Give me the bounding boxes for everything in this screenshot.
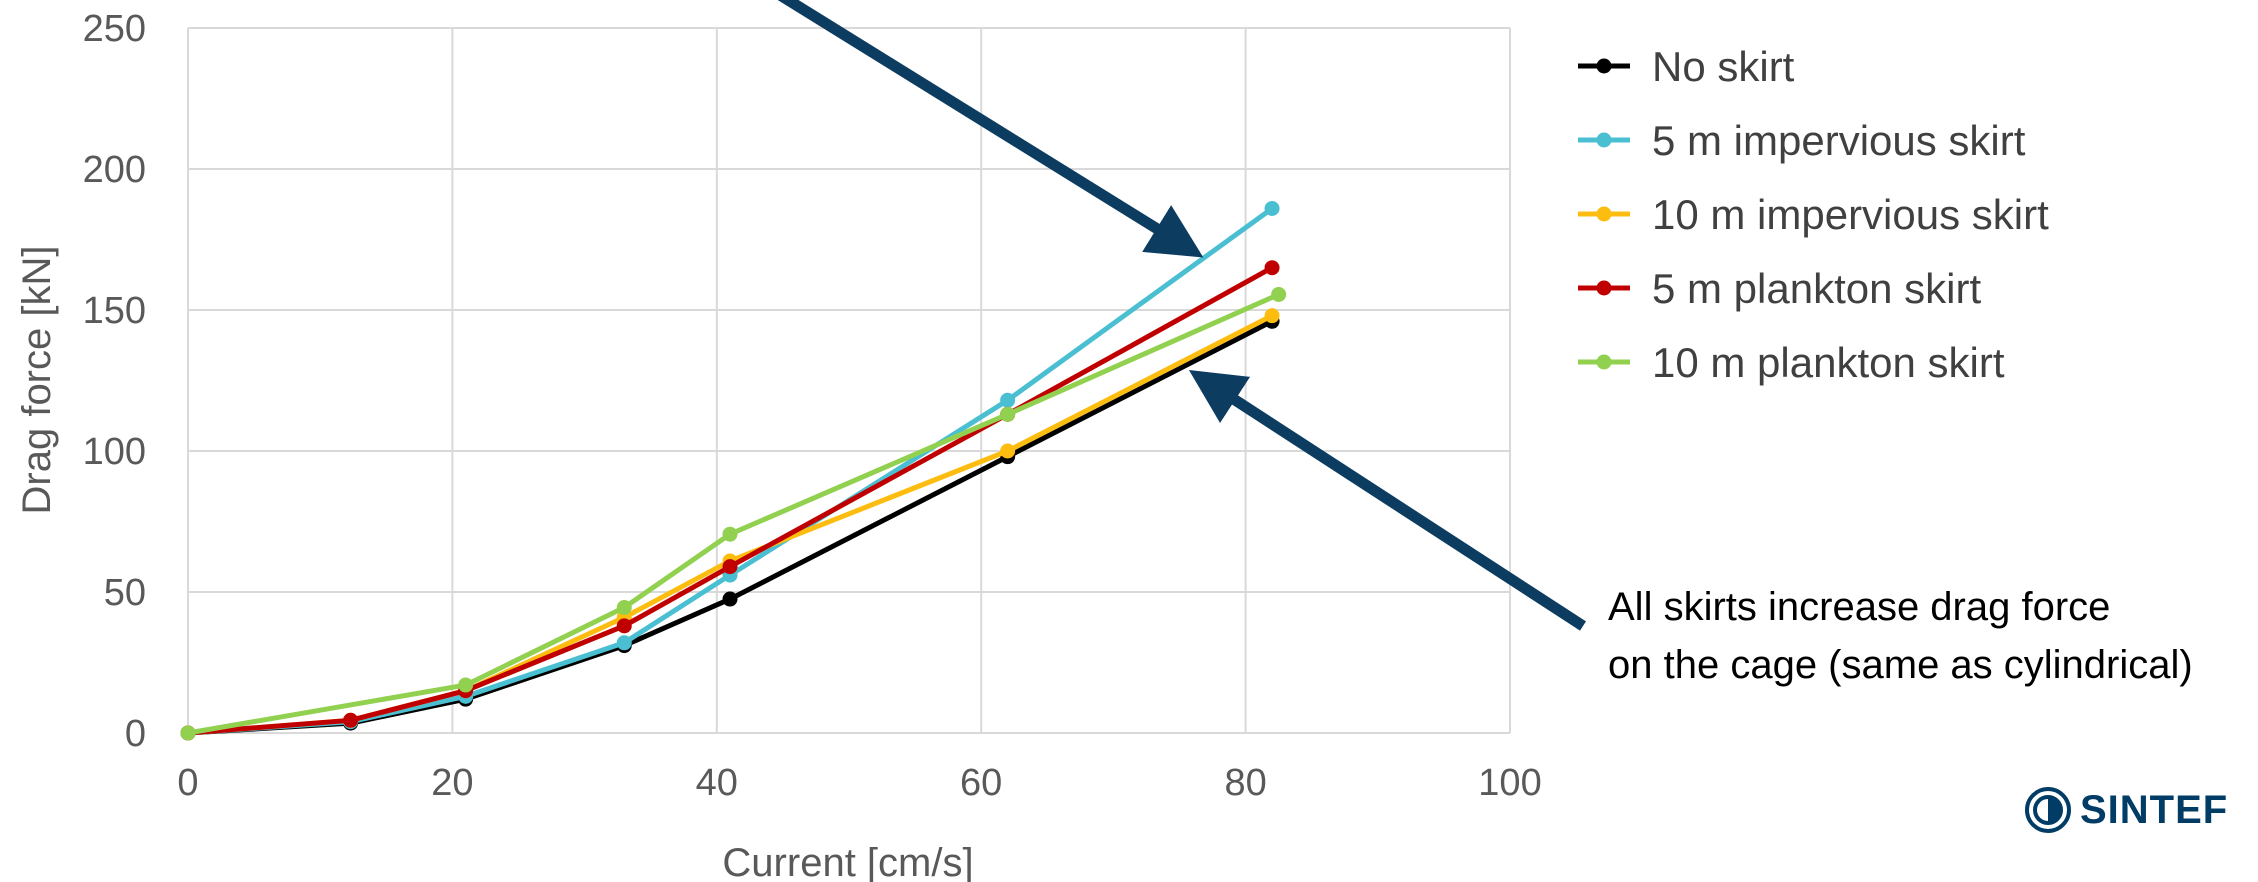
legend-label: 10 m impervious skirt <box>1652 191 2049 238</box>
data-point <box>1000 392 1016 408</box>
y-axis-title: Drag force [kN] <box>15 246 59 515</box>
series-line <box>187 292 1280 736</box>
legend-swatch-marker <box>1596 58 1612 74</box>
arrow-to-no-skirt <box>1188 370 1586 631</box>
sintef-logo: SINTEF <box>2024 786 2228 834</box>
legend-item-no-skirt: No skirt <box>1578 43 1795 90</box>
y-tick-label: 150 <box>83 290 146 332</box>
y-tick-label: 200 <box>83 149 146 191</box>
annotation-text: All skirts increase drag force on the ca… <box>1608 578 2193 694</box>
x-tick-label: 40 <box>696 762 738 804</box>
series-10-m-impervious-skirt <box>180 308 1280 741</box>
legend-item-5-m-plankton-skirt: 5 m plankton skirt <box>1578 265 1981 312</box>
legend-swatch-marker <box>1596 354 1612 370</box>
annotation-line-2: on the cage (same as cylindrical) <box>1608 643 2193 687</box>
data-point <box>180 725 196 741</box>
data-point <box>722 591 738 607</box>
legend-swatch-marker <box>1596 206 1612 222</box>
data-point <box>1000 443 1016 459</box>
data-point <box>616 635 632 651</box>
y-tick-label: 100 <box>83 431 146 473</box>
legend-swatch-marker <box>1596 132 1612 148</box>
legend-swatch-marker <box>1596 280 1612 296</box>
legend-label: 5 m impervious skirt <box>1652 117 2026 164</box>
legend-label: 5 m plankton skirt <box>1652 265 1981 312</box>
series-line <box>187 206 1274 736</box>
x-axis-title: Current [cm/s] <box>722 841 973 882</box>
data-point <box>1271 286 1287 302</box>
legend-item-10-m-plankton-skirt: 10 m plankton skirt <box>1578 339 2005 386</box>
x-tick-label: 100 <box>1478 762 1541 804</box>
x-tick-label: 20 <box>431 762 473 804</box>
x-tick-label: 60 <box>960 762 1002 804</box>
data-point <box>616 618 632 634</box>
series-line <box>187 313 1274 736</box>
legend-item-10-m-impervious-skirt: 10 m impervious skirt <box>1578 191 2049 238</box>
x-tick-label: 80 <box>1224 762 1266 804</box>
axis-ticks: 0 20 40 60 80 100 0 50 100 150 200 250 <box>83 8 1542 804</box>
data-point <box>722 559 738 575</box>
grid <box>187 27 1511 734</box>
series-10-m-plankton-skirt <box>180 286 1287 741</box>
data-point <box>722 526 738 542</box>
series-5-m-plankton-skirt <box>180 260 1280 741</box>
legend-item-5-m-impervious-skirt: 5 m impervious skirt <box>1578 117 2026 164</box>
logo-text: SINTEF <box>2080 787 2229 832</box>
data-point <box>1264 308 1280 324</box>
y-tick-label: 0 <box>125 713 146 755</box>
series-5-m-impervious-skirt <box>180 200 1280 741</box>
data-point <box>343 712 359 728</box>
x-tick-label: 0 <box>177 762 198 804</box>
data-point <box>1264 200 1280 216</box>
data-point <box>458 677 474 693</box>
arrow-to-impervious-skirt <box>777 0 1204 258</box>
legend-label: No skirt <box>1652 43 1795 90</box>
data-point <box>616 600 632 616</box>
y-tick-label: 250 <box>83 8 146 50</box>
series-line <box>187 265 1274 736</box>
y-tick-label: 50 <box>104 572 146 614</box>
legend-label: 10 m plankton skirt <box>1652 339 2005 386</box>
data-point <box>1000 406 1016 422</box>
sintef-emblem-icon <box>2025 787 2071 833</box>
legend: No skirt 5 m impervious skirt 10 m impervi… <box>1578 43 2049 386</box>
series-lines <box>180 200 1287 741</box>
annotation-arrows <box>777 0 1586 631</box>
annotation-line-1: All skirts increase drag force <box>1608 585 2111 629</box>
data-point <box>1264 260 1280 276</box>
